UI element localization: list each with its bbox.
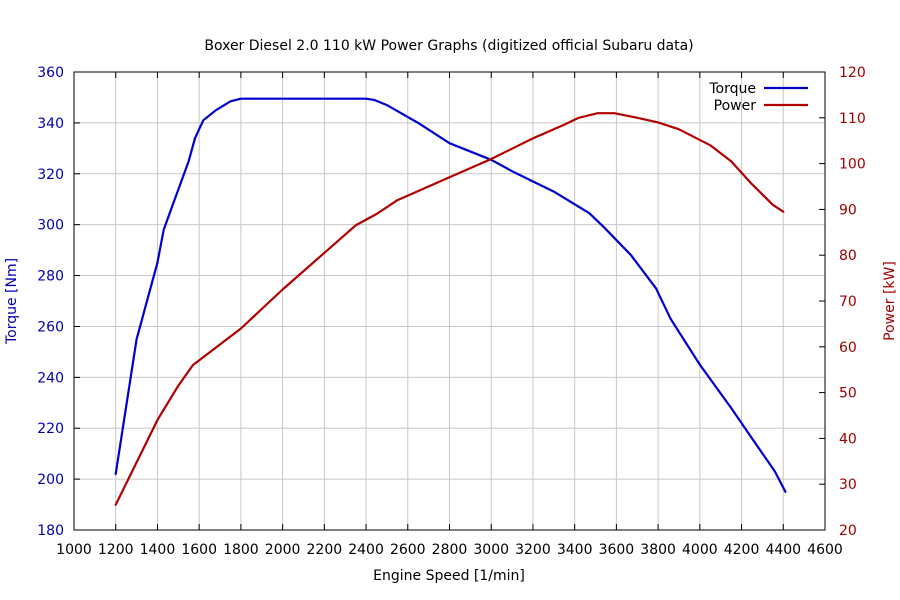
right-tick-label: 50 <box>839 386 857 402</box>
right-tick-label: 90 <box>839 202 857 218</box>
right-tick-label: 120 <box>839 65 866 81</box>
x-tick-label: 1600 <box>181 542 217 558</box>
x-tick-label: 4600 <box>807 542 843 558</box>
left-axis-label: Torque [Nm] <box>4 258 20 345</box>
left-tick-label: 360 <box>37 65 64 81</box>
left-tick-label: 260 <box>37 319 64 335</box>
x-tick-label: 4400 <box>765 542 801 558</box>
right-tick-label: 60 <box>839 340 857 356</box>
left-tick-label: 320 <box>37 167 64 183</box>
x-tick-label: 2000 <box>265 542 301 558</box>
right-tick-label: 40 <box>839 431 857 447</box>
legend-label-torque: Torque <box>708 81 756 97</box>
left-tick-label: 280 <box>37 269 64 285</box>
x-tick-label: 3000 <box>473 542 509 558</box>
left-tick-label: 340 <box>37 116 64 132</box>
right-tick-label: 110 <box>839 111 866 127</box>
right-axis-label: Power [kW] <box>882 261 898 341</box>
x-tick-label: 4200 <box>724 542 760 558</box>
right-tick-label: 30 <box>839 477 857 493</box>
x-tick-label: 1200 <box>98 542 134 558</box>
chart-title: Boxer Diesel 2.0 110 kW Power Graphs (di… <box>204 38 693 54</box>
x-tick-label: 2600 <box>390 542 426 558</box>
x-tick-label: 3400 <box>557 542 593 558</box>
series-line-power <box>114 112 785 506</box>
legend-label-power: Power <box>714 98 757 114</box>
x-tick-label: 1400 <box>140 542 176 558</box>
left-tick-label: 300 <box>37 218 64 234</box>
series-lines <box>114 97 787 506</box>
x-tick-label: 2200 <box>307 542 343 558</box>
x-tick-label: 2800 <box>432 542 468 558</box>
left-tick-label: 180 <box>37 523 64 539</box>
x-tick-label: 3600 <box>599 542 635 558</box>
x-tick-label: 1800 <box>223 542 259 558</box>
grid-lines <box>73 71 826 531</box>
left-tick-label: 240 <box>37 370 64 386</box>
right-tick-label: 80 <box>839 248 857 264</box>
right-tick-label: 70 <box>839 294 857 310</box>
x-tick-label: 4000 <box>682 542 718 558</box>
x-axis-label: Engine Speed [1/min] <box>373 568 525 584</box>
x-tick-label: 3200 <box>515 542 551 558</box>
axis-ticks: 1000 1200 1400 1600 1800 2000 2200 2400 2600 2800… <box>37 65 865 558</box>
x-tick-label: 2400 <box>348 542 384 558</box>
x-tick-label: 3800 <box>640 542 676 558</box>
right-tick-label: 100 <box>839 157 866 173</box>
x-tick-label: 1000 <box>56 542 92 558</box>
series-line-torque <box>114 97 787 493</box>
left-tick-label: 200 <box>37 472 64 488</box>
right-tick-label: 20 <box>839 523 857 539</box>
left-tick-label: 220 <box>37 421 64 437</box>
